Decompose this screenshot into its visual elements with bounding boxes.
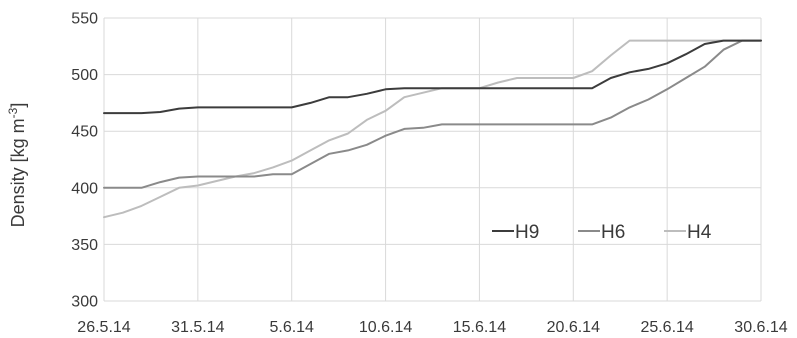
y-tick-label: 500 xyxy=(71,67,98,84)
y-tick-label: 400 xyxy=(71,180,98,197)
y-axis-title: Density [kg m-3] xyxy=(6,103,28,228)
y-tick-label: 350 xyxy=(71,237,98,254)
legend-label-h9: H9 xyxy=(515,222,539,243)
series-line-h6 xyxy=(103,39,762,189)
legend-label-h4: H4 xyxy=(687,222,712,243)
x-tick-label: 15.6.14 xyxy=(453,319,506,336)
grid xyxy=(103,17,762,302)
x-tick-label: 5.6.14 xyxy=(269,319,314,336)
y-tick-label: 450 xyxy=(71,124,98,141)
x-tick-label: 31.5.14 xyxy=(171,319,224,336)
x-tick-label: 20.6.14 xyxy=(547,319,600,336)
x-tick-label: 10.6.14 xyxy=(359,319,412,336)
y-axis-title-close: ] xyxy=(8,103,28,108)
series-lines xyxy=(103,39,762,219)
x-tick-label: 25.6.14 xyxy=(640,319,693,336)
series-line-h4 xyxy=(103,39,762,219)
y-axis-title-superscript: -3 xyxy=(6,107,20,118)
x-tick-label: 26.5.14 xyxy=(77,319,130,336)
y-tick-label: 550 xyxy=(71,11,98,28)
y-axis-title-main: Density [kg m xyxy=(8,118,28,227)
y-axis-tick-labels: 300 350 400 450 500 550 xyxy=(71,11,98,311)
x-axis-tick-labels: 26.5.14 31.5.14 5.6.14 10.6.14 15.6.14 20.6.1… xyxy=(77,319,787,336)
legend: H9 H6 H4 xyxy=(492,222,712,243)
x-tick-label: 30.6.14 xyxy=(734,319,787,336)
y-tick-label: 300 xyxy=(71,294,98,311)
legend-label-h6: H6 xyxy=(601,222,625,243)
series-line-h9 xyxy=(103,39,762,115)
